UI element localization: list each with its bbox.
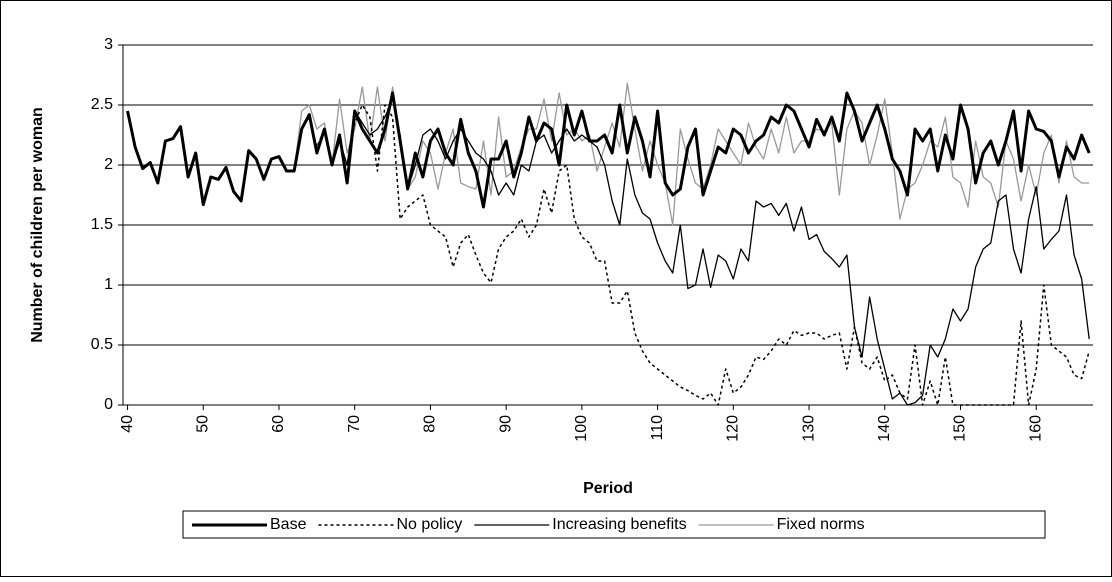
x-tick-label: 130: [800, 415, 817, 442]
x-tick-label: 100: [573, 415, 590, 442]
x-tick-label: 150: [952, 415, 969, 442]
series-line: [126, 91, 1091, 209]
x-tick-label: 60: [270, 415, 287, 433]
x-axis-label: Period: [583, 480, 633, 497]
y-tick-label: 0: [104, 396, 113, 413]
legend-label: No policy: [396, 516, 462, 533]
legend-label: Fixed norms: [777, 516, 865, 533]
legend-label: Increasing benefits: [552, 516, 686, 533]
legend-label: Base: [270, 516, 307, 533]
y-tick-label: 1.5: [91, 216, 113, 233]
y-axis-label: Number of children per woman: [29, 107, 46, 343]
y-tick-label: 0.5: [91, 336, 113, 353]
x-tick-label: 110: [649, 415, 666, 441]
y-tick-label: 2.5: [91, 96, 113, 113]
y-tick-label: 1: [104, 276, 113, 293]
x-tick-label: 140: [876, 415, 893, 442]
x-tick-label: 40: [119, 415, 136, 433]
y-tick-label: 3: [104, 36, 113, 53]
x-tick-label: 160: [1027, 415, 1044, 442]
x-tick-label: 50: [194, 415, 211, 433]
y-tick-label: 2: [104, 156, 113, 173]
x-tick-label: 70: [346, 415, 363, 433]
x-tick-label: 90: [497, 415, 514, 433]
x-tick-label: 120: [725, 415, 742, 442]
x-tick-label: 80: [422, 415, 439, 433]
